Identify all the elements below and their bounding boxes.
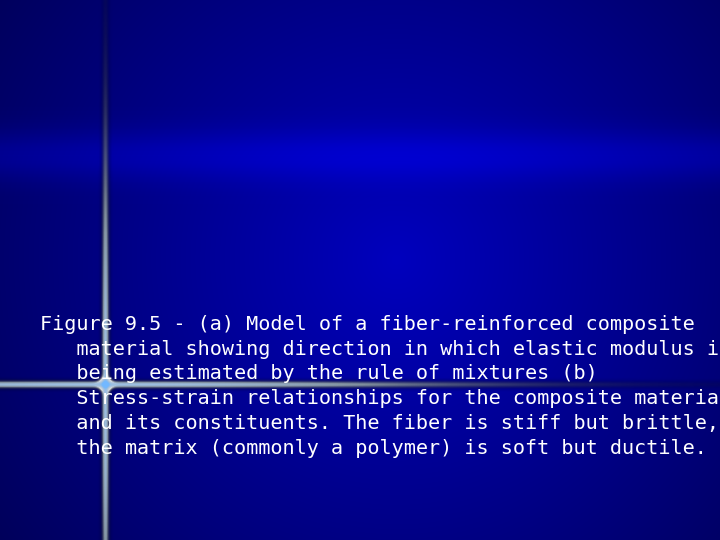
Text: Figure 9.5 - (a) Model of a fiber-reinforced composite
   material showing direc: Figure 9.5 - (a) Model of a fiber-reinfo… bbox=[40, 315, 720, 457]
